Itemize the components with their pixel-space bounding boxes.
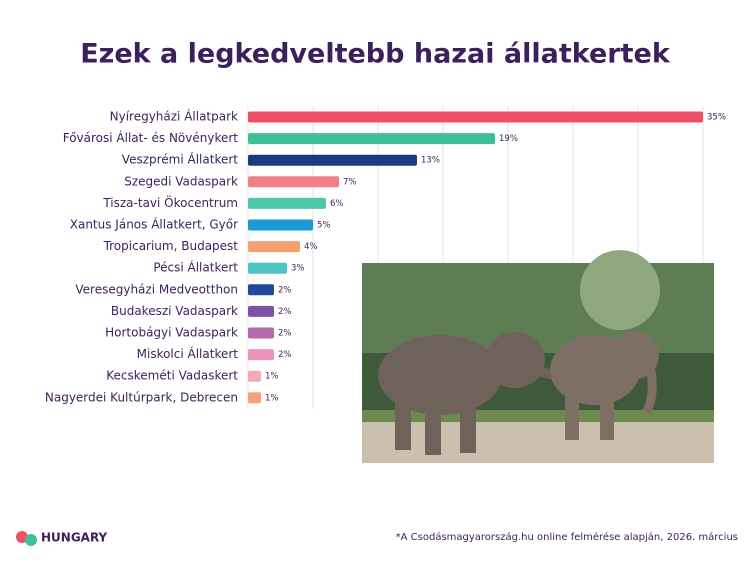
value-label: 1% [265,393,279,403]
category-label: Budakeszi Vadaspark [111,304,238,318]
bar [248,370,261,382]
value-label: 6% [330,199,344,209]
bar [248,241,300,253]
category-label: Tropicarium, Budapest [103,239,239,253]
category-label: Veresegyházi Medveotthon [75,282,238,296]
bar [248,262,287,274]
photo [362,250,714,463]
bar [248,111,703,123]
value-label: 2% [278,329,292,339]
value-label: 7% [343,177,357,187]
bar [248,349,274,361]
logo-icon [25,534,37,546]
value-label: 13% [421,156,440,166]
bar [248,392,261,404]
value-label: 2% [278,307,292,317]
photo-grass [362,410,714,422]
category-label: Xantus János Állatkert, Győr [70,217,238,232]
value-label: 35% [707,113,726,123]
value-label: 2% [278,350,292,360]
category-label: Veszprémi Állatkert [122,152,238,167]
bar [248,197,326,209]
logo-text: HUNGARY [41,531,108,545]
category-label: Kecskeméti Vadaskert [106,369,238,383]
value-label: 5% [317,221,331,231]
category-label: Fővárosi Állat- és Növénykert [63,130,239,145]
bar [248,219,313,231]
bars: Nyíregyházi Állatpark 35% Fővárosi Állat- … [45,109,726,405]
chart-title: Ezek a legkedveltebb hazai állatkertek [80,39,671,70]
value-label: 19% [499,134,518,144]
category-label: Miskolci Állatkert [137,346,239,361]
elephant-right [550,331,659,440]
category-label: Hortobágyi Vadaspark [105,326,238,340]
value-label: 3% [291,264,305,274]
category-label: Nyíregyházi Állatpark [110,109,238,124]
bar [248,327,274,339]
bar [248,154,417,166]
value-label: 2% [278,285,292,295]
category-label: Pécsi Állatkert [153,260,238,275]
bar [248,176,339,188]
value-label: 4% [304,242,318,252]
logo: HUNGARY [16,531,108,546]
source-note: *A Csodásmagyarország.hu online felmérés… [396,531,738,543]
bar [248,305,274,317]
photo-foliage [580,250,660,330]
value-label: 1% [265,372,279,382]
photo-ground [362,420,714,463]
category-label: Nagyerdei Kultúrpark, Debrecen [45,390,238,404]
bar [248,284,274,296]
bar [248,133,495,145]
category-label: Tisza-tavi Ökocentrum [102,194,238,210]
category-label: Szegedi Vadaspark [124,174,238,188]
